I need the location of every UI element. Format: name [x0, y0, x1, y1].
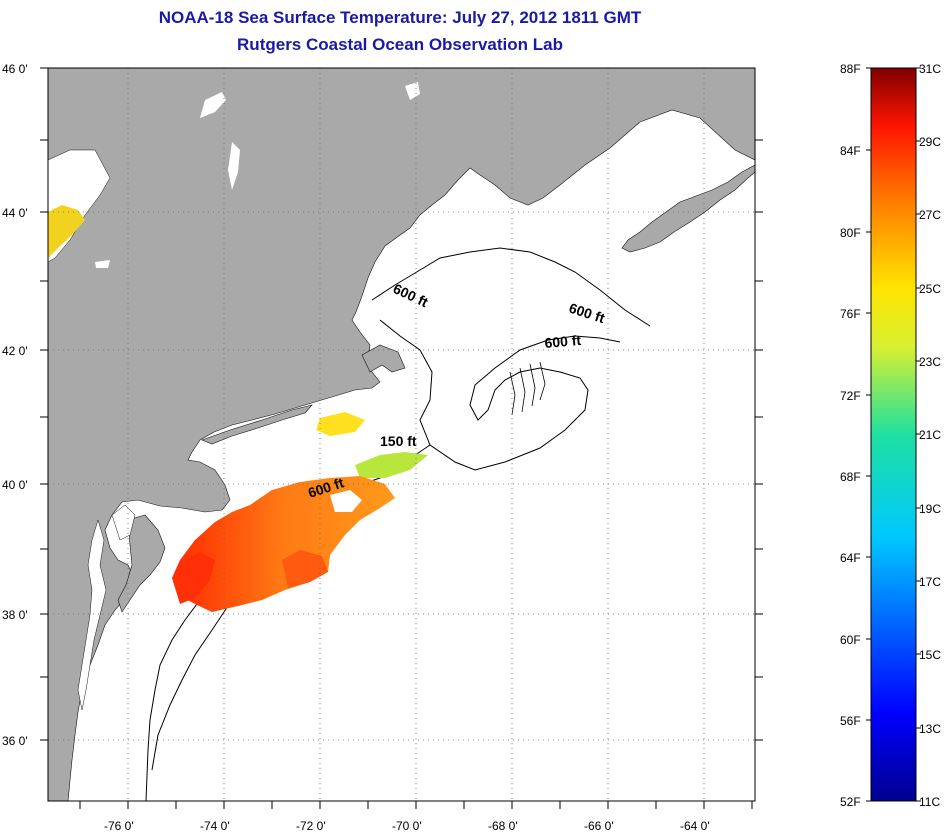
- land-cape-cod: [361, 344, 406, 373]
- lat-label: 46 0': [2, 62, 28, 76]
- colorbar-c-label: 11C: [919, 795, 940, 809]
- lon-label: -66 0': [584, 819, 614, 833]
- lat-label: 44 0': [2, 206, 28, 220]
- lon-label: -76 0': [104, 819, 134, 833]
- map-subtitle: Rutgers Coastal Ocean Observation Lab: [237, 35, 563, 54]
- land-delmarva: [117, 514, 166, 613]
- lon-label: -68 0': [488, 819, 518, 833]
- contour-600ft-shelf: [379, 319, 621, 471]
- colorbar-gradient: [870, 67, 917, 802]
- axis-ticks: [40, 67, 763, 809]
- lake-2: [405, 82, 420, 100]
- colorbar-f-label: 72F: [840, 389, 861, 403]
- colorbar-c-label: 21C: [919, 428, 941, 442]
- contour-label-4: 150 ft: [380, 433, 417, 449]
- lake-4: [95, 260, 110, 268]
- lon-labels: -76 0' -74 0' -72 0' -70 0' -68 0' -66 0…: [104, 819, 710, 833]
- lon-label: -72 0': [296, 819, 326, 833]
- lon-label: -64 0': [680, 819, 710, 833]
- lat-label: 38 0': [2, 608, 28, 622]
- colorbar-f-label: 68F: [840, 470, 861, 484]
- colorbar-c-label: 27C: [919, 208, 941, 222]
- water-delaware-bay: [111, 504, 136, 541]
- colorbar-c-label: 31C: [919, 62, 941, 76]
- contour-label-3: 600 ft: [544, 332, 582, 351]
- lat-label: 40 0': [2, 478, 28, 492]
- lat-label: 42 0': [2, 344, 28, 358]
- georges-bank-ridges: [509, 361, 546, 416]
- sst-lake-patch: [48, 205, 85, 258]
- colorbar-f-label: 88F: [840, 62, 861, 76]
- colorbar-f-label: 76F: [840, 307, 861, 321]
- water-chesapeake: [77, 519, 107, 711]
- colorbar-f-label: 64F: [840, 551, 861, 565]
- sst-patch-north: [316, 412, 365, 436]
- colorbar-c-label: 13C: [919, 722, 941, 736]
- sst-patch-white-gap: [330, 490, 362, 512]
- lake-3: [228, 142, 240, 190]
- lon-label: -74 0': [200, 819, 230, 833]
- colorbar-c-labels: 31C 29C 27C 25C 23C 21C 19C 17C 15C 13C …: [919, 62, 941, 809]
- contour-600ft-gulf: [371, 247, 651, 327]
- colorbar-c-label: 25C: [919, 282, 941, 296]
- colorbar: 88F 84F 80F 76F 72F 68F 64F 60F 56F 52F …: [840, 62, 941, 809]
- colorbar-c-label: 23C: [919, 355, 941, 369]
- colorbar-c-label: 15C: [919, 648, 941, 662]
- sst-patch-greenish: [355, 452, 428, 478]
- colorbar-c-label: 19C: [919, 502, 941, 516]
- colorbar-f-label: 80F: [840, 226, 861, 240]
- lake-1: [200, 92, 226, 118]
- lat-label: 36 0': [2, 734, 28, 748]
- sst-patch-warm-east: [282, 550, 328, 588]
- colorbar-c-label: 29C: [919, 135, 941, 149]
- map-frame: [47, 67, 756, 802]
- lat-labels: 46 0' 44 0' 42 0' 40 0' 38 0' 36 0': [2, 62, 28, 748]
- land-long-island: [201, 404, 313, 445]
- sst-patch-hot: [172, 552, 215, 604]
- lon-label: -70 0': [392, 819, 422, 833]
- colorbar-f-label: 84F: [840, 144, 861, 158]
- map-area: 600 ft 600 ft 600 ft 150 ft 600 ft: [48, 68, 755, 801]
- colorbar-f-label: 60F: [840, 633, 861, 647]
- colorbar-f-labels: 88F 84F 80F 76F 72F 68F 64F 60F 56F 52F: [840, 62, 861, 809]
- colorbar-f-label: 56F: [840, 714, 861, 728]
- graticule: [48, 68, 755, 801]
- colorbar-f-ticks: [866, 67, 921, 802]
- map-title: NOAA-18 Sea Surface Temperature: July 27…: [158, 8, 642, 27]
- colorbar-c-label: 17C: [919, 575, 941, 589]
- colorbar-f-label: 52F: [840, 795, 861, 809]
